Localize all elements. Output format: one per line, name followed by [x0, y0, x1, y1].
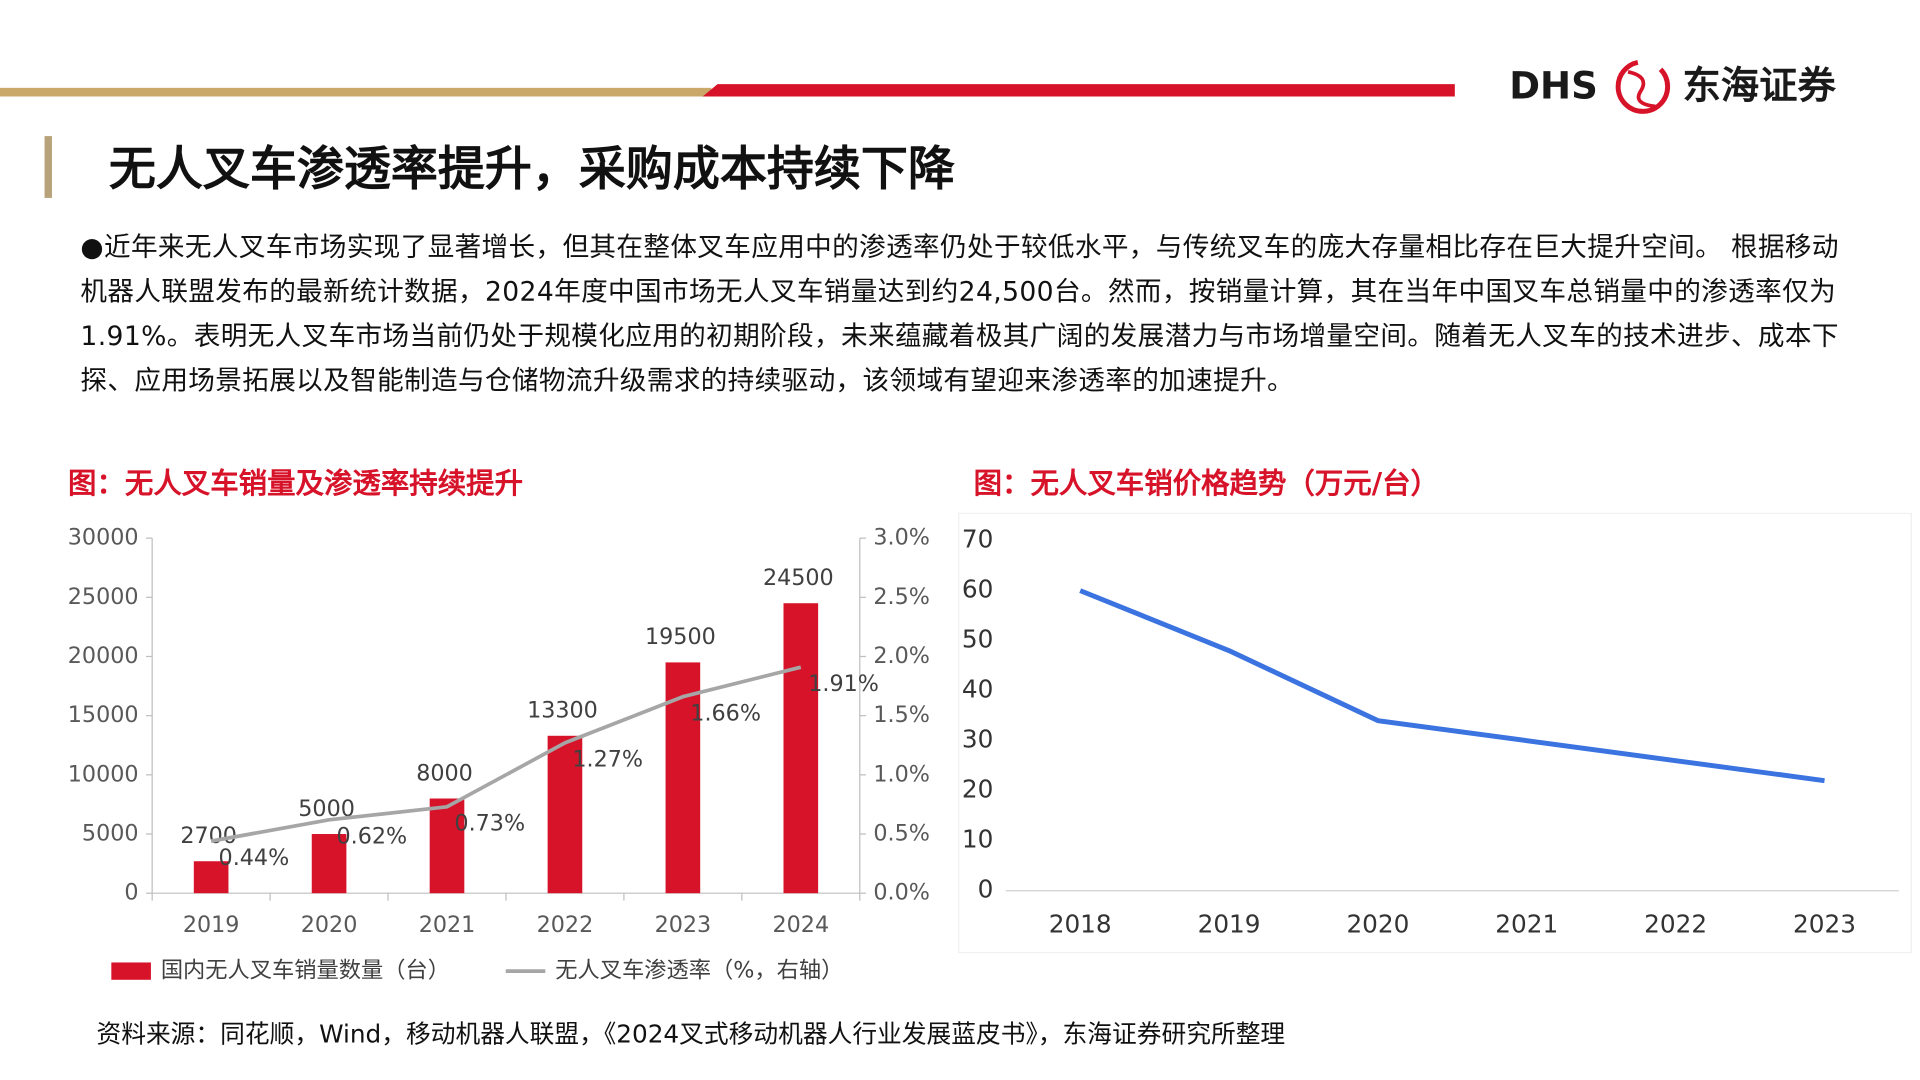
data-label: 0.62%: [336, 824, 407, 850]
y-tick-label: 5000: [82, 821, 139, 847]
y-tick-label: 0: [124, 880, 138, 906]
chart-title: 图：无人叉车销价格趋势（万元/台）: [974, 467, 1439, 500]
y-tick-label: 60: [962, 575, 993, 604]
x-tick-label: 2019: [1198, 909, 1261, 938]
y-tick-label: 25000: [68, 584, 139, 610]
series-line: [210, 665, 802, 843]
y-tick-label: 20: [962, 775, 993, 804]
x-tick-label: 2021: [1495, 909, 1558, 938]
legend-swatch: [111, 962, 151, 980]
data-label: 0.73%: [454, 811, 525, 837]
title-accent: [44, 136, 52, 198]
y-tick-label: 70: [962, 525, 993, 554]
data-label: 1.91%: [808, 671, 879, 697]
bar: [193, 861, 229, 894]
y2-tick-label: 2.0%: [873, 643, 930, 669]
legend-label: 国内无人叉车销量数量（台）: [161, 958, 450, 984]
y2-tick-label: 0.0%: [873, 880, 930, 906]
logo-brand: DHS: [1509, 64, 1598, 107]
data-label: 8000: [416, 760, 473, 786]
source-note: 资料来源：同花顺，Wind，移动机器人联盟，《2024叉式移动机器人行业发展蓝皮…: [96, 1019, 1285, 1048]
data-label: 24500: [763, 565, 834, 591]
logo-emblem: [1615, 59, 1671, 114]
y2-tick-label: 2.5%: [873, 584, 930, 610]
x-tick-label: 2023: [655, 912, 712, 938]
series-line: [1079, 588, 1825, 784]
x-tick-label: 2023: [1793, 909, 1856, 938]
y-tick-label: 20000: [68, 643, 139, 669]
data-label: 19500: [645, 624, 716, 650]
bar: [429, 798, 465, 894]
x-tick-label: 2020: [1346, 909, 1409, 938]
x-tick-label: 2024: [773, 912, 830, 938]
body-paragraph: ●近年来无人叉车市场实现了显著增长，但其在整体叉车应用中的渗透率仍处于较低水平，…: [80, 232, 1839, 398]
data-label: 2700: [180, 823, 237, 849]
chart-panel: [958, 512, 1912, 954]
y-tick-label: 40: [962, 675, 993, 704]
y-tick-label: 10000: [68, 761, 139, 787]
bar: [547, 735, 583, 894]
bar: [783, 603, 819, 894]
logo-name: 东海证券: [1682, 63, 1836, 108]
y-tick-label: 30000: [68, 525, 139, 551]
bar: [311, 834, 347, 894]
chart-title: 图：无人叉车销量及渗透率持续提升: [68, 467, 523, 500]
y2-tick-label: 1.0%: [873, 761, 930, 787]
header-gold-bar: [0, 87, 712, 97]
legend-label: 无人叉车渗透率（%，右轴）: [555, 958, 843, 984]
x-tick-label: 2022: [1644, 909, 1707, 938]
y-tick-label: 50: [962, 625, 993, 654]
x-tick-label: 2021: [419, 912, 476, 938]
page-title: 无人叉车渗透率提升，采购成本持续下降: [109, 142, 956, 197]
data-label: 13300: [527, 698, 598, 724]
x-tick-label: 2020: [301, 912, 358, 938]
x-tick-label: 2022: [537, 912, 594, 938]
header-red-bar: [702, 84, 1455, 97]
x-tick-label: 2019: [183, 912, 240, 938]
y-tick-label: 10: [962, 825, 993, 854]
data-label: 0.44%: [219, 845, 290, 871]
y2-tick-label: 3.0%: [873, 525, 930, 551]
y2-tick-label: 1.5%: [873, 702, 930, 728]
y-tick-label: 0: [978, 875, 994, 904]
data-label: 1.66%: [690, 701, 761, 727]
data-label: 1.27%: [572, 747, 643, 773]
y-tick-label: 30: [962, 725, 993, 754]
y2-tick-label: 0.5%: [873, 821, 930, 847]
y-tick-label: 15000: [68, 702, 139, 728]
x-tick-label: 2018: [1049, 909, 1112, 938]
